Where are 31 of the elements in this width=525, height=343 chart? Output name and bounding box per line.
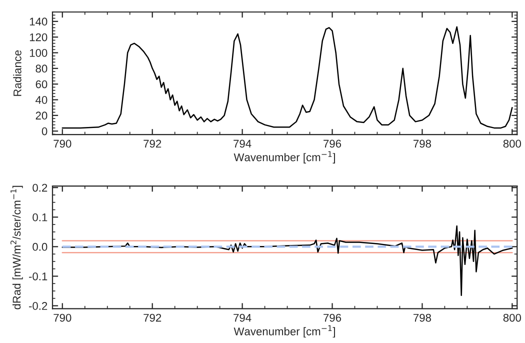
y-tick-label: -0.1 [28, 272, 48, 280]
y-tick-label: 100 [30, 49, 48, 57]
x-axis-title: Wavenumber [cm$^{−1}$] [234, 325, 335, 338]
x-tick-label: 792 [144, 140, 162, 148]
x-tick-label: 796 [324, 314, 342, 322]
x-tick-label: 792 [144, 314, 162, 322]
x-tick-label: 800 [503, 140, 522, 148]
y-tick-label: 0.1 [32, 213, 48, 222]
x-axis-title: Wavenumber [cm$^{−1}$] [234, 151, 335, 164]
y-tick-label: 120 [30, 33, 48, 42]
y-tick-label: 0 [42, 127, 48, 136]
y-tick-label: 0.0 [32, 242, 48, 251]
y-tick-label: 40 [36, 96, 48, 104]
y-tick-label: 140 [30, 18, 48, 26]
y-tick-label: 20 [36, 112, 48, 120]
y-tick-label: -0.2 [28, 302, 48, 310]
x-tick-label: 798 [414, 314, 432, 322]
x-tick-label: 796 [324, 140, 342, 148]
x-tick-label: 798 [414, 140, 432, 148]
line-series [62, 225, 513, 296]
x-tick-label: 794 [234, 140, 252, 148]
y-tick-label: 0.2 [32, 184, 48, 192]
y-axis-title: Radiance [13, 50, 22, 96]
x-tick-label: 790 [54, 140, 72, 148]
y-tick-label: 60 [36, 80, 48, 88]
y-tick-label: 80 [36, 64, 48, 73]
x-tick-label: 794 [234, 314, 252, 322]
x-tick-label: 790 [54, 314, 72, 322]
y-axis-title: dRad [mW/m$^{2}$/ster/cm$^{−1}$] [10, 186, 23, 310]
line-series [62, 26, 513, 129]
x-tick-label: 800 [503, 314, 522, 322]
